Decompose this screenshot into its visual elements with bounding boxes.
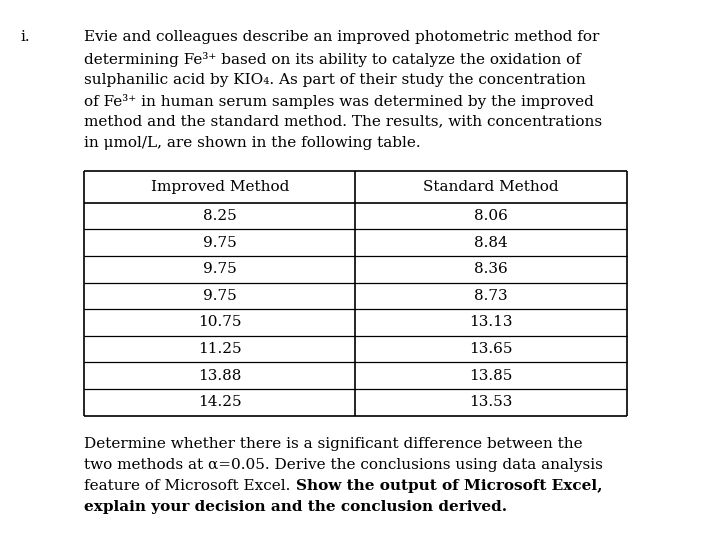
Text: 8.25: 8.25 (203, 209, 237, 223)
Text: i.: i. (20, 30, 29, 44)
Text: determining Fe³⁺ based on its ability to catalyze the oxidation of: determining Fe³⁺ based on its ability to… (84, 52, 581, 66)
Text: explain your decision and the conclusion derived.: explain your decision and the conclusion… (84, 500, 508, 514)
Text: Evie and colleagues describe an improved photometric method for: Evie and colleagues describe an improved… (84, 30, 600, 44)
Text: 13.85: 13.85 (469, 368, 513, 383)
Text: Improved Method: Improved Method (151, 179, 289, 194)
Text: 8.36: 8.36 (474, 262, 508, 276)
Text: 10.75: 10.75 (198, 315, 242, 330)
Text: 9.75: 9.75 (203, 289, 237, 303)
Text: 13.65: 13.65 (469, 342, 513, 356)
Text: 13.53: 13.53 (469, 395, 513, 409)
Text: Standard Method: Standard Method (423, 179, 558, 194)
Text: 13.13: 13.13 (469, 315, 513, 330)
Text: 13.88: 13.88 (198, 368, 242, 383)
Text: 11.25: 11.25 (198, 342, 242, 356)
Text: 8.73: 8.73 (474, 289, 508, 303)
Text: 8.84: 8.84 (474, 235, 508, 250)
Text: 8.06: 8.06 (474, 209, 508, 223)
Text: two methods at α=0.05. Derive the conclusions using data analysis: two methods at α=0.05. Derive the conclu… (84, 458, 604, 471)
Text: method and the standard method. The results, with concentrations: method and the standard method. The resu… (84, 115, 603, 129)
Text: Determine whether there is a significant difference between the: Determine whether there is a significant… (84, 437, 583, 450)
Text: 9.75: 9.75 (203, 262, 237, 276)
Text: 9.75: 9.75 (203, 235, 237, 250)
Text: Show the output of Microsoft Excel,: Show the output of Microsoft Excel, (296, 479, 602, 493)
Text: feature of Microsoft Excel.: feature of Microsoft Excel. (84, 479, 296, 493)
Text: of Fe³⁺ in human serum samples was determined by the improved: of Fe³⁺ in human serum samples was deter… (84, 94, 594, 109)
Text: sulphanilic acid by KIO₄. As part of their study the concentration: sulphanilic acid by KIO₄. As part of the… (84, 73, 586, 86)
Text: in μmol/L, are shown in the following table.: in μmol/L, are shown in the following ta… (84, 136, 421, 150)
Text: 14.25: 14.25 (198, 395, 242, 409)
